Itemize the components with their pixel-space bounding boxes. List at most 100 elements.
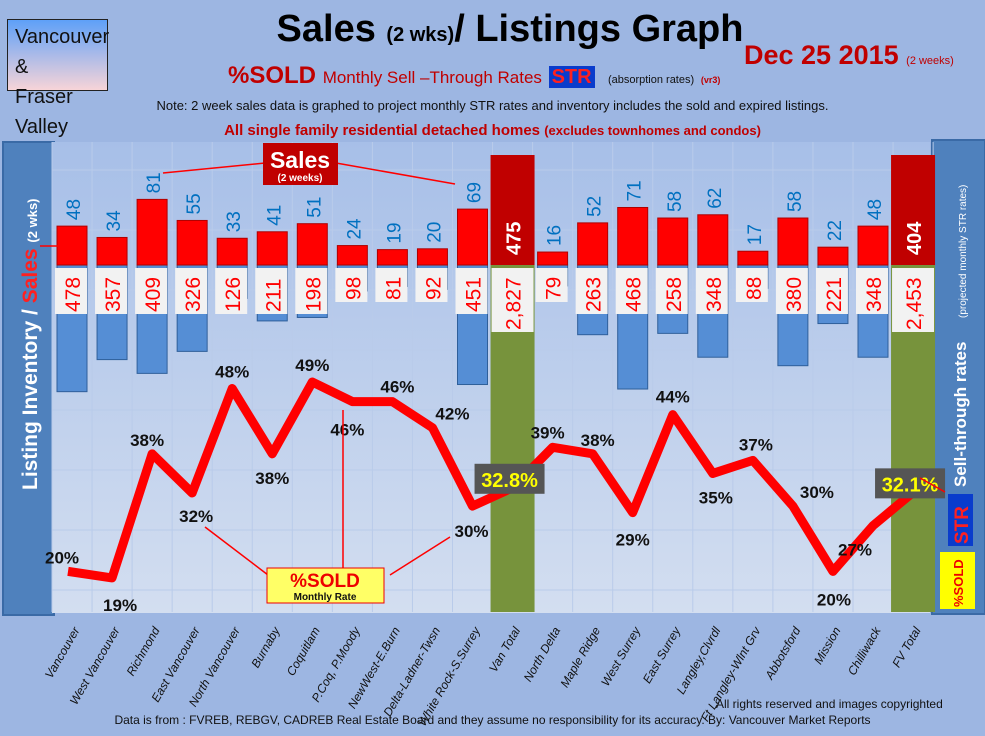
inventory-value-label: 451 <box>463 277 486 312</box>
sales-value-label: 48 <box>865 199 886 220</box>
x-tick-label: East Surrey <box>640 624 684 686</box>
homes-exclusion: (excludes townhomes and condos) <box>544 123 761 138</box>
sales-bar <box>777 217 809 266</box>
rate-label: 38% <box>581 431 615 450</box>
sales-value-label: 69 <box>465 182 486 203</box>
sales-callout-box <box>263 143 338 185</box>
sales-bar <box>857 225 889 266</box>
note: Note: 2 week sales data is graphed to pr… <box>156 98 829 113</box>
x-tick-label: West Surrey <box>598 624 644 689</box>
left-axis-title: Listing Inventory / Sales (2 wks) <box>19 198 42 490</box>
sales-bar <box>617 206 649 266</box>
inventory-value-label: 258 <box>663 277 686 312</box>
sales-callout: Sales <box>270 147 330 173</box>
region-box: Vancouver & Fraser Valley <box>7 19 109 138</box>
region-line2: Fraser Valley <box>15 86 73 138</box>
rate-label: 32% <box>179 507 213 526</box>
sales-bar <box>256 231 288 266</box>
inventory-value-label: 221 <box>823 277 846 312</box>
rate-label: 27% <box>838 541 872 560</box>
sales-bar <box>817 246 849 266</box>
rate-label: 37% <box>739 435 773 454</box>
right-sold-label: %SOLD <box>951 559 966 607</box>
sales-bar <box>416 248 448 266</box>
inventory-label-box <box>415 268 448 302</box>
rate-label: 30% <box>800 483 834 502</box>
rate-label: 48% <box>215 363 249 382</box>
chart-title: Sales (2 wks)/ Listings Graph <box>240 8 780 51</box>
version: (vr3) <box>700 75 721 85</box>
x-tick-label: Burnaby <box>248 624 283 671</box>
sales-bar <box>457 208 488 266</box>
inventory-value-label: 2,827 <box>503 277 526 330</box>
sold-rate-line <box>67 377 916 583</box>
inventory-label-box <box>335 268 368 302</box>
sales-bar <box>136 198 168 266</box>
inventory-label-box <box>655 268 688 314</box>
sold-callout-sub: Monthly Rate <box>294 592 357 603</box>
left-axis-panel <box>2 141 55 616</box>
sales-value-label: 62 <box>705 188 726 209</box>
sold-line <box>67 377 916 583</box>
sales-bar <box>657 217 689 266</box>
rate-label: 38% <box>255 469 289 488</box>
inventory-value-label: 198 <box>302 277 325 312</box>
str-badge-box <box>948 494 973 546</box>
sold-label: %SOLD <box>228 62 317 89</box>
rate-label: 20% <box>45 548 79 567</box>
rate-label: 42% <box>435 405 469 424</box>
inventory-value-label: 357 <box>102 277 125 312</box>
x-tick-label: Richmond <box>124 624 163 678</box>
sales-value-label: 55 <box>184 193 205 214</box>
inventory-value-label: 348 <box>703 277 726 312</box>
inventory-value-label: 211 <box>262 279 285 312</box>
x-tick-label: Vancouver <box>42 624 83 681</box>
total-sales-bar <box>490 155 535 265</box>
rate-label: 39% <box>531 423 565 442</box>
inventory-label-box <box>615 268 648 314</box>
total-rate-box <box>875 468 946 499</box>
inventory-label-box <box>856 268 888 314</box>
inventory-value-label: 79 <box>543 277 566 300</box>
inventory-value-label: 81 <box>382 277 405 300</box>
sales-bar <box>336 245 368 266</box>
inventory-value-label: 326 <box>182 277 205 312</box>
inventory-label-box <box>55 268 87 314</box>
rate-label: 29% <box>616 531 650 550</box>
sales-value-label: 71 <box>625 180 646 201</box>
rate-label: 46% <box>380 378 414 397</box>
inventory-label-box <box>255 268 288 314</box>
sales-bar <box>216 237 248 266</box>
sales-value-label: 48 <box>64 199 85 220</box>
inventory-label-box <box>95 268 128 314</box>
date-text: Dec 25 2015 <box>744 40 899 70</box>
right-str-label: STR <box>952 506 973 544</box>
bars <box>56 155 936 612</box>
inventory-label-box <box>695 268 728 314</box>
homes-note: All single family residential detached h… <box>0 122 985 139</box>
inventory-label-box <box>575 268 608 314</box>
rate-label: 49% <box>295 356 329 375</box>
rate-label: 20% <box>817 590 851 609</box>
x-tick-label: FV Total <box>889 624 923 670</box>
inventory-label-box <box>535 268 568 302</box>
sales-bar <box>697 214 729 266</box>
sales-value-label: 19 <box>384 222 405 243</box>
total-rate-label: 32.8% <box>481 470 538 492</box>
inventory-label-box <box>815 268 848 314</box>
title-small: (2 wks) <box>386 24 455 46</box>
subtitle: %SOLD Monthly Sell –Through Rates STR (a… <box>228 62 720 90</box>
total-sales-label: 475 <box>504 222 526 255</box>
rate-label: 46% <box>330 421 364 440</box>
inventory-value-label: 98 <box>342 277 365 300</box>
sales-bar <box>96 236 128 266</box>
x-tick-label: Chilliwack <box>845 624 884 678</box>
sales-value-label: 17 <box>745 224 766 245</box>
x-tick-label: North Delta <box>521 624 564 684</box>
sales-value-label: 24 <box>344 218 365 240</box>
sales-bar <box>577 222 609 266</box>
sales-value-label: 51 <box>304 197 325 218</box>
sales-value-label: 52 <box>585 196 606 217</box>
inventory-value-label: 348 <box>863 277 886 312</box>
